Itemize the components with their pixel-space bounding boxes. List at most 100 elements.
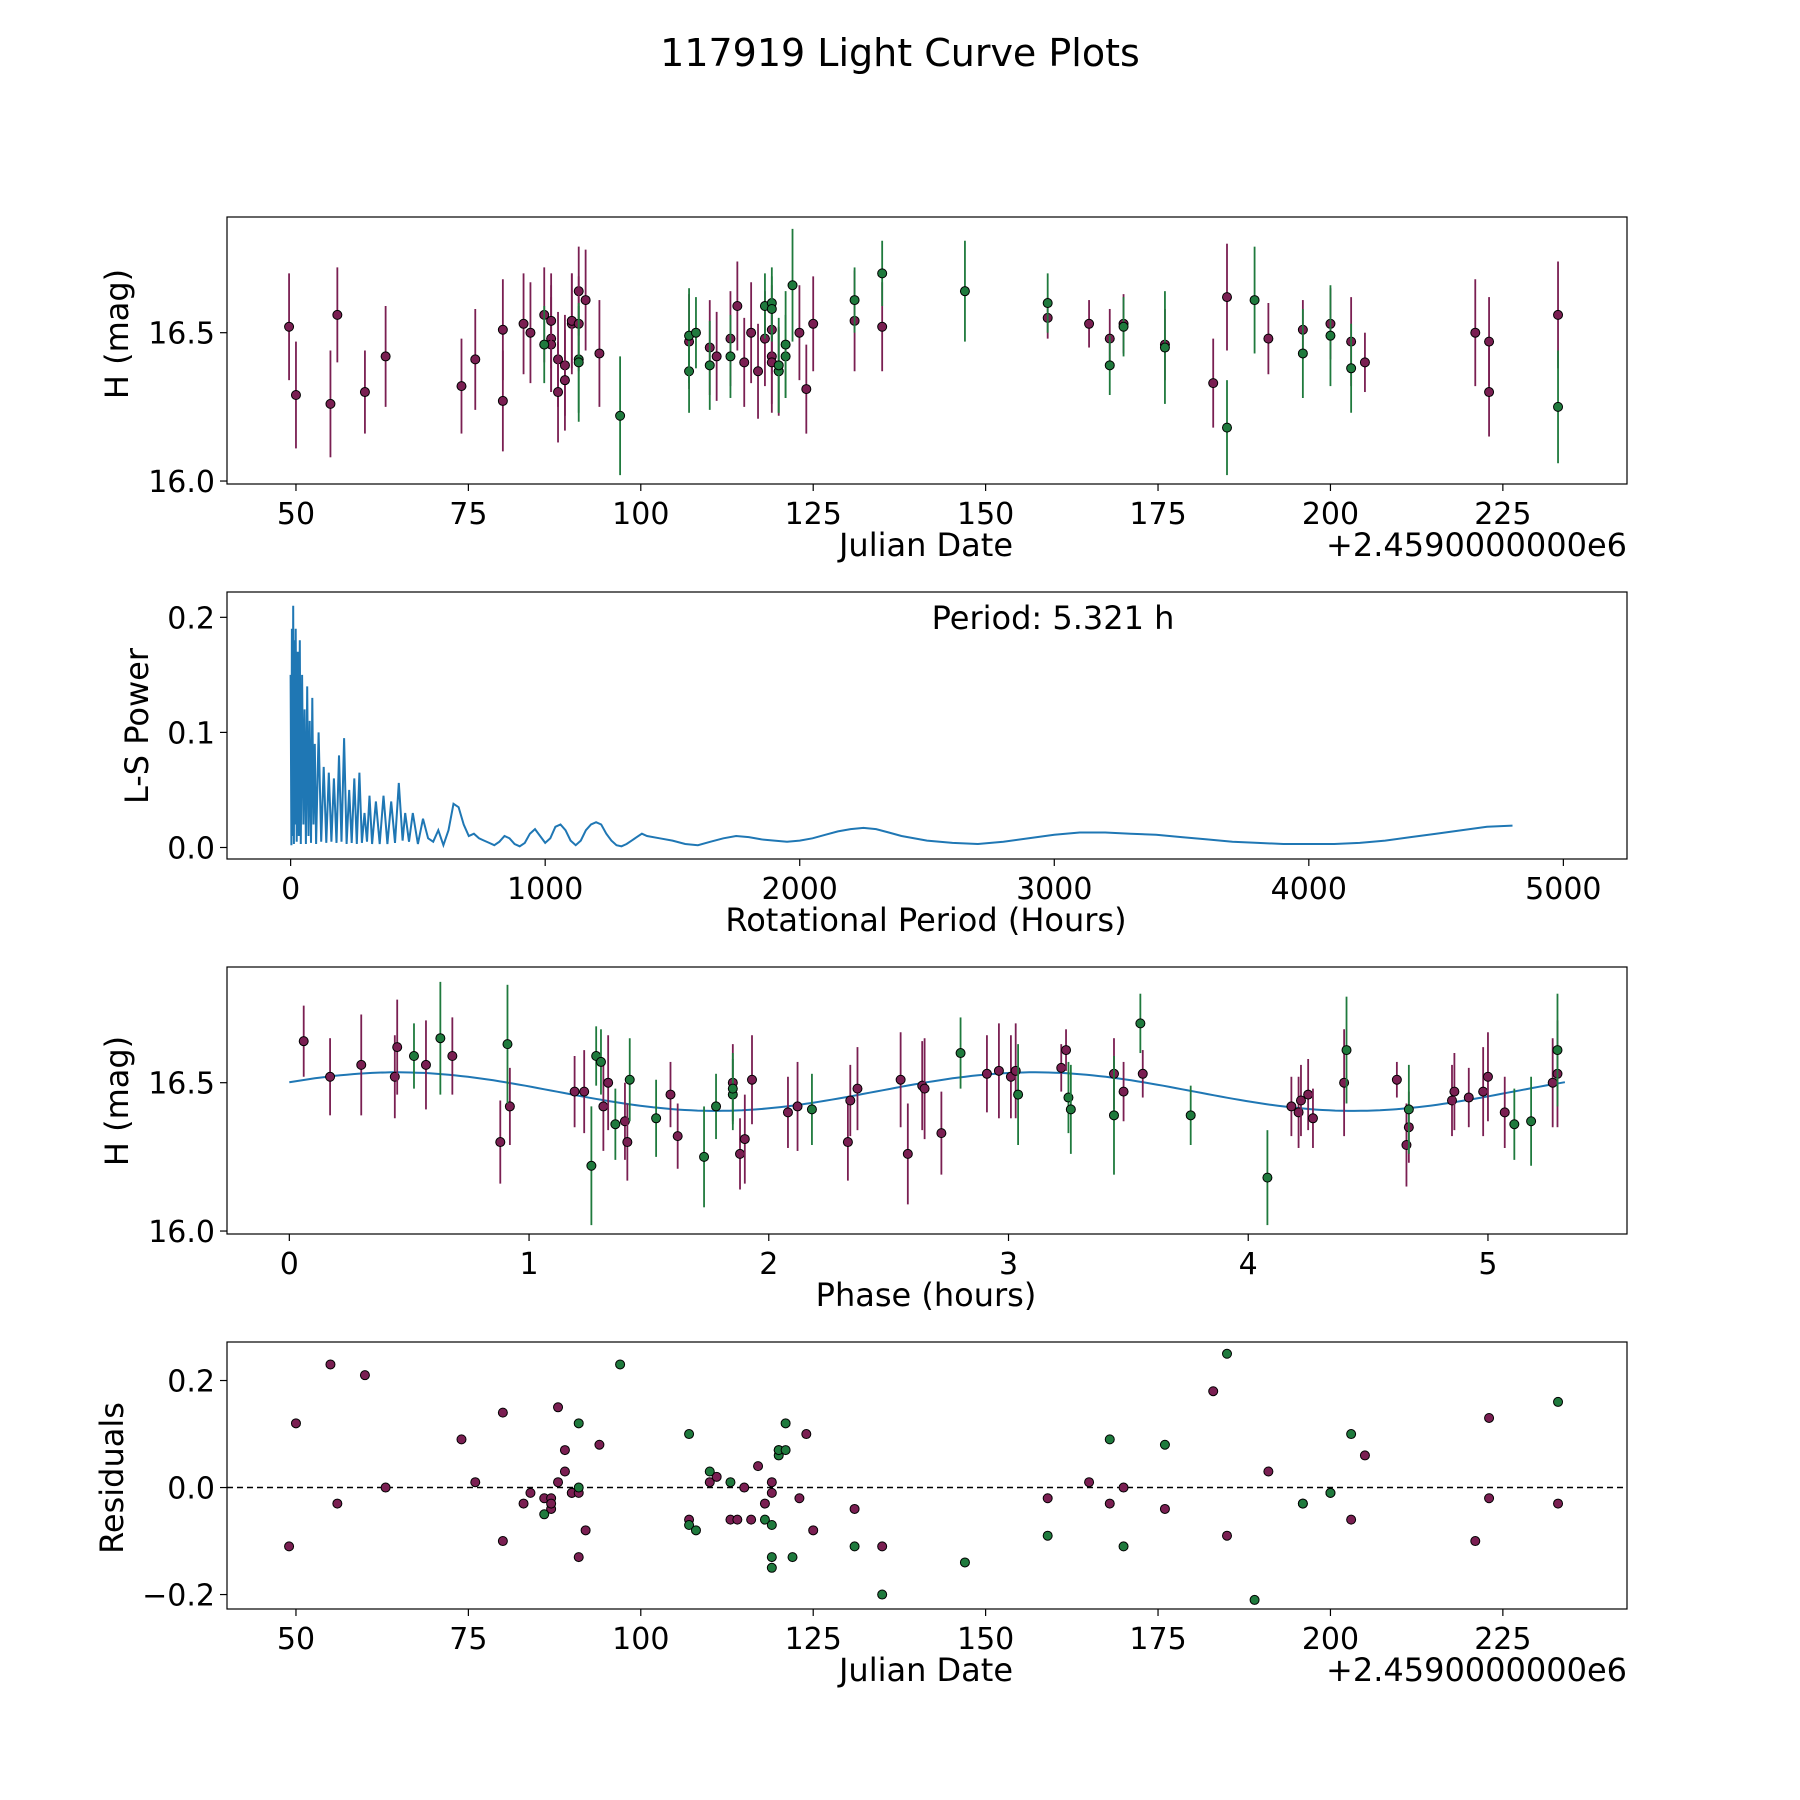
- phased-point-r: [747, 1074, 757, 1085]
- residuals-point-r: [546, 1498, 557, 1509]
- phased-point-r: [579, 1086, 590, 1097]
- panel-periodogram: Rotational Period (Hours) L-S Power Peri…: [118, 599, 1174, 939]
- residuals-point-r: [1159, 1503, 1170, 1514]
- residuals-point-g: [1297, 1498, 1308, 1509]
- phased-point-g: [1262, 1172, 1273, 1183]
- lightcurve-point-r: [1484, 336, 1495, 347]
- lightcurve-point-r: [1553, 309, 1564, 320]
- phased-point-r: [842, 1137, 853, 1148]
- residuals-point-r: [290, 1418, 301, 1429]
- phased-point-r: [672, 1131, 683, 1142]
- phased-point-g: [1135, 1018, 1146, 1029]
- lightcurve-point-r: [1359, 357, 1370, 368]
- phased-point-g: [408, 1051, 419, 1061]
- residuals-point-g: [573, 1482, 584, 1493]
- phased-point-r: [1295, 1095, 1306, 1106]
- phased-point-g: [1065, 1104, 1076, 1115]
- phased-point-g: [651, 1113, 662, 1124]
- residuals-point-r: [1484, 1493, 1495, 1504]
- lightcurve-point-g: [849, 295, 860, 306]
- lightcurve-point-g: [787, 280, 798, 291]
- residuals-plot-area: 50 75 100 125 150 175 200 225 −0.2 0.0 0.2: [142, 1341, 1628, 1657]
- residuals-point-r: [759, 1498, 770, 1509]
- lightcurve-offset-text: +2.4590000000e6: [1326, 526, 1627, 564]
- lightcurve-frame: [226, 216, 1628, 485]
- phased-point-r: [1118, 1086, 1129, 1097]
- residuals-point-r: [359, 1370, 370, 1381]
- residuals-point-g: [1222, 1348, 1232, 1359]
- periodogram-ylabel: L-S Power: [118, 647, 156, 804]
- phased-point-g: [955, 1048, 966, 1059]
- residuals-xtick-label: 175: [1129, 1622, 1186, 1657]
- lightcurve-point-g: [959, 286, 970, 297]
- lightcurve-point-g: [1553, 401, 1564, 412]
- lightcurve-xtick-label: 225: [1474, 497, 1531, 532]
- residuals-xtick-label: 200: [1302, 1622, 1359, 1657]
- periodogram-xtick-label: 3000: [1016, 872, 1092, 907]
- residuals-xlabel: Julian Date: [837, 1651, 1013, 1689]
- phased-point-r: [1286, 1101, 1297, 1112]
- residuals-point-r: [877, 1541, 888, 1552]
- residuals-point-g: [766, 1552, 777, 1563]
- periodogram-xtick-label: 1000: [507, 872, 583, 907]
- residuals-point-r: [766, 1477, 777, 1488]
- lightcurve-point-g: [1042, 298, 1053, 309]
- figure-title: 117919 Light Curve Plots: [660, 31, 1140, 75]
- residuals-point-r: [1263, 1466, 1274, 1477]
- phased-point-r: [495, 1137, 506, 1148]
- phased-plot-area: 0 1 2 3 4 5 16.0 16.5: [148, 966, 1628, 1282]
- phased-point-r: [1137, 1068, 1148, 1079]
- lightcurve-point-r: [525, 327, 536, 338]
- residuals-point-g: [539, 1509, 550, 1520]
- residuals-point-r: [284, 1541, 295, 1552]
- phased-point-r: [598, 1101, 609, 1112]
- residuals-point-r: [580, 1525, 591, 1536]
- lightcurve-point-g: [539, 339, 550, 350]
- phased-point-g: [727, 1083, 738, 1094]
- lightcurve-point-g: [573, 357, 584, 368]
- phased-point-g: [1341, 1045, 1352, 1056]
- periodogram-marks: [289, 605, 1513, 849]
- phased-point-r: [447, 1051, 458, 1061]
- lightcurve-point-g: [1346, 363, 1357, 374]
- lightcurve-point-r: [594, 348, 605, 359]
- periodogram-ytick-label: 0.2: [167, 601, 215, 636]
- phased-point-g: [595, 1056, 606, 1067]
- lightcurve-point-r: [497, 395, 508, 406]
- residuals-point-r: [553, 1477, 564, 1488]
- phased-point-g: [610, 1119, 621, 1130]
- lightcurve-point-r: [739, 357, 750, 368]
- phased-point-g: [502, 1039, 513, 1050]
- panel-residuals: Julian Date Residuals +2.4590000000e6: [93, 1402, 1627, 1689]
- periodogram-xlabel: Rotational Period (Hours): [725, 901, 1126, 939]
- lightcurve-point-r: [284, 321, 295, 332]
- phased-point-r: [298, 1036, 309, 1047]
- phased-point-g: [435, 1033, 446, 1044]
- residuals-frame: [226, 1341, 1628, 1610]
- phased-point-g: [586, 1160, 597, 1171]
- residuals-ytick-label: 0.2: [167, 1365, 215, 1400]
- residuals-point-g: [615, 1359, 626, 1370]
- residuals-point-r: [559, 1466, 570, 1477]
- lightcurve-point-g: [1325, 330, 1336, 341]
- phased-xtick-label: 2: [759, 1247, 778, 1282]
- residuals-xtick-label: 225: [1474, 1622, 1531, 1657]
- phased-point-r: [504, 1101, 515, 1112]
- lightcurve-point-r: [518, 318, 529, 329]
- lightcurve-point-r: [332, 309, 343, 320]
- residuals-point-g: [766, 1562, 777, 1573]
- residuals-point-r: [794, 1493, 805, 1504]
- lightcurve-point-r: [732, 301, 743, 311]
- lightcurve-point-g: [1249, 295, 1260, 306]
- phased-point-r: [603, 1077, 614, 1088]
- lightcurve-xtick-label: 100: [612, 497, 669, 532]
- residuals-point-r: [704, 1477, 715, 1488]
- residuals-point-r: [497, 1407, 508, 1418]
- residuals-point-g: [787, 1552, 798, 1563]
- phased-ytick-label: 16.5: [148, 1067, 215, 1102]
- residuals-marks: [227, 1348, 1627, 1605]
- lightcurve-point-r: [877, 321, 888, 332]
- residuals-point-r: [525, 1487, 536, 1498]
- phased-point-r: [1547, 1077, 1558, 1088]
